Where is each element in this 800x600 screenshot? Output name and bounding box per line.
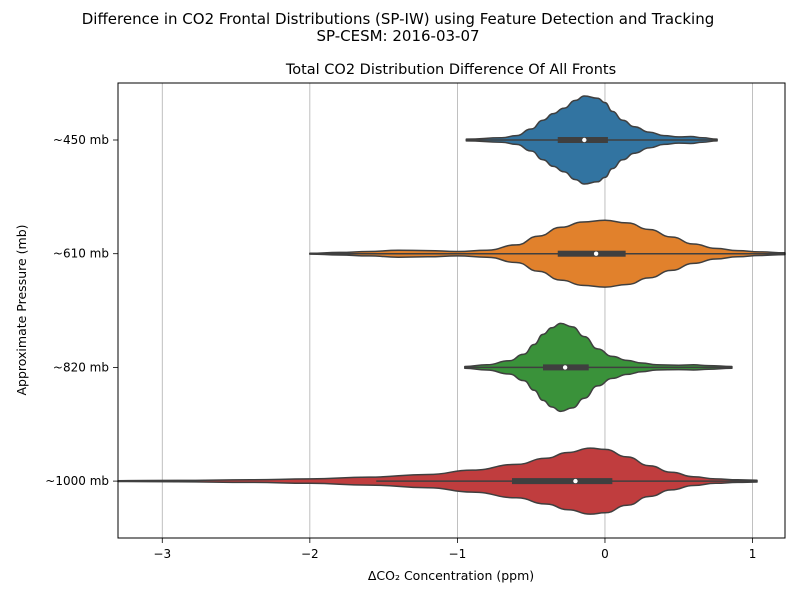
violin-median-marker — [593, 251, 599, 256]
violin-median-marker — [582, 137, 587, 143]
violin-iqr-box — [512, 478, 613, 485]
y-tick-label: ~820 mb — [53, 360, 109, 374]
y-tick-label: ~610 mb — [53, 247, 109, 261]
y-tick-label: ~1000 mb — [45, 474, 109, 488]
plot-frame — [117, 82, 786, 539]
figure-suptitle-line2: SP-CESM: 2016-03-07 — [316, 27, 479, 45]
y-axis-ticks: ~450 mb ~610 mb ~820 mb ~1000 mb — [45, 133, 118, 488]
x-tick-label: −2 — [301, 547, 319, 561]
x-axis-ticks: −3 −2 −1 0 1 — [153, 538, 756, 561]
violin-median-marker — [562, 365, 568, 370]
x-tick-label: −1 — [449, 547, 467, 561]
violin-iqr-box — [557, 250, 626, 257]
x-tick-label: 1 — [749, 547, 757, 561]
x-axis-label: ΔCO₂ Concentration (ppm) — [368, 568, 534, 583]
x-tick-label: 0 — [601, 547, 609, 561]
violin-layer — [117, 95, 786, 515]
chart-title: Total CO2 Distribution Difference Of All… — [285, 62, 616, 78]
x-tick-label: −3 — [153, 547, 171, 561]
y-axis-label: Approximate Pressure (mb) — [14, 224, 29, 395]
violin-median-marker — [573, 478, 578, 484]
grid-layer — [161, 83, 753, 538]
y-tick-label: ~450 mb — [53, 133, 109, 147]
figure-suptitle-line1: Difference in CO2 Frontal Distributions … — [82, 10, 714, 28]
